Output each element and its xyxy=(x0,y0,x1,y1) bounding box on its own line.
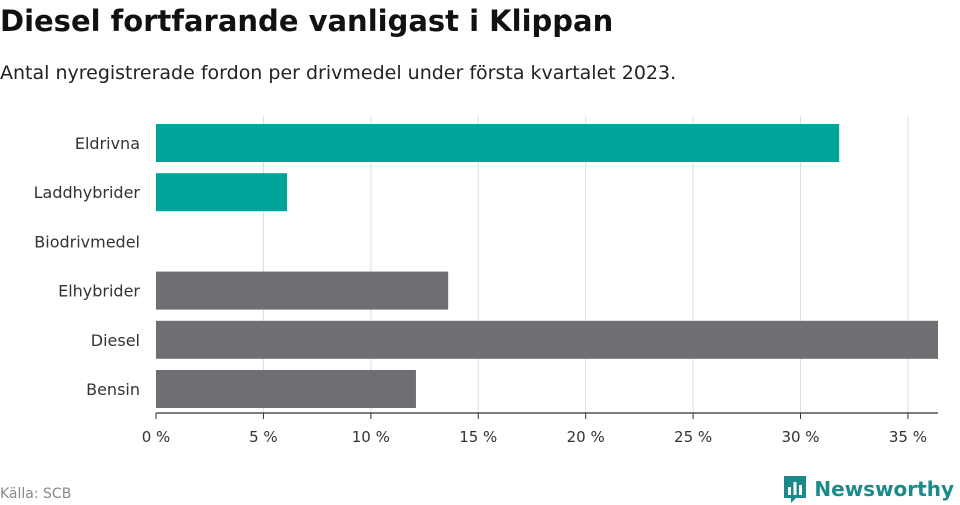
x-tick-label: 10 % xyxy=(352,428,390,446)
category-label: Diesel xyxy=(91,331,140,350)
bar-chart: Eldrivna Laddhybrider Biodrivmedel Elhybrid… xyxy=(34,116,938,446)
category-label: Biodrivmedel xyxy=(34,232,140,251)
x-tick-label: 5 % xyxy=(249,428,278,446)
x-tick-label: 0 % xyxy=(142,428,171,446)
brand-name: Newsworthy xyxy=(814,477,954,501)
bars xyxy=(156,124,938,408)
bar-elhybrider xyxy=(156,271,449,310)
x-tick-label: 30 % xyxy=(781,428,819,446)
source-note: Källa: SCB xyxy=(0,486,72,502)
bar-laddhybrider xyxy=(156,173,288,212)
bar-chart-speech-bubble-icon xyxy=(784,476,807,503)
x-axis-ticks: 0 % 5 % 10 % 15 % 20 % 25 % 30 % 35 % xyxy=(142,413,927,446)
category-label: Laddhybrider xyxy=(34,183,141,202)
category-label: Bensin xyxy=(86,380,140,399)
bar-eldrivna xyxy=(156,124,840,162)
x-tick-label: 20 % xyxy=(567,428,605,446)
bar-diesel xyxy=(156,320,938,359)
x-tick-label: 25 % xyxy=(674,428,712,446)
x-tick-label: 15 % xyxy=(459,428,497,446)
x-tick-label: 35 % xyxy=(889,428,927,446)
chart-title: Diesel fortfarande vanligast i Klippan xyxy=(0,4,614,38)
category-labels: Eldrivna Laddhybrider Biodrivmedel Elhybrid… xyxy=(34,134,141,399)
brand-logo: Newsworthy xyxy=(782,474,954,504)
gridlines xyxy=(262,116,909,413)
category-label: Eldrivna xyxy=(75,134,140,153)
chart-subtitle: Antal nyregistrerade fordon per drivmede… xyxy=(0,62,677,84)
bar-bensin xyxy=(156,370,416,408)
category-label: Elhybrider xyxy=(58,282,140,301)
